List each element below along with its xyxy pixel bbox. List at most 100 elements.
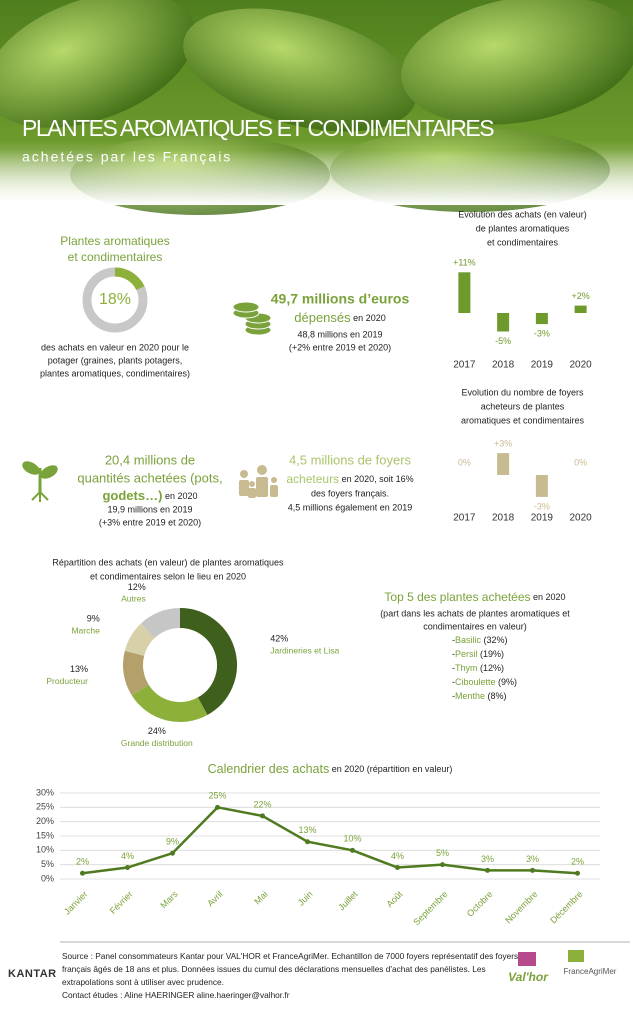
value-label: 9%	[166, 837, 179, 847]
chart-title: et condimentaires selon le lieu en 2020	[90, 571, 246, 581]
dash: -	[452, 649, 455, 659]
donut-slice	[179, 608, 237, 715]
amount-label: dépensés en 2020	[294, 310, 385, 325]
title-suffix: en 2020 (répartition en valeur)	[332, 764, 453, 774]
x-tick-label: Septembre	[411, 889, 449, 927]
plant-name: Menthe	[455, 691, 485, 701]
coins-icon	[232, 301, 272, 336]
chart-title: de plantes aromatiques	[476, 223, 570, 233]
donut-slice	[124, 623, 156, 657]
value-label: 2%	[571, 857, 584, 867]
q-line: 20,4 millions de	[105, 452, 195, 467]
point	[530, 867, 535, 873]
gauge-caption: des achats en valeur en 2020 pour le	[41, 342, 189, 352]
plant-share: (19%)	[480, 649, 504, 659]
point	[260, 813, 265, 819]
source: Source : Panel consommateurs Kantar pour…	[62, 951, 518, 961]
brand: KANTAR	[8, 968, 57, 980]
gauge-caption: plantes aromatiques, condimentaires)	[40, 368, 190, 378]
logo: Val'hor	[508, 970, 549, 984]
title: PLANTES AROMATIQUES ET CONDIMENTAIRES	[22, 115, 494, 141]
point	[575, 870, 580, 876]
plant-name: Persil	[455, 649, 478, 659]
dash: -	[452, 663, 455, 673]
chart-title: Calendrier des achats en 2020 (répartiti…	[208, 762, 453, 776]
slice-label: Grande distribution	[121, 738, 193, 748]
h-rest: en 2020, soit 16%	[342, 474, 414, 484]
value-label: +2%	[571, 291, 589, 301]
top5-item: -Menthe (8%)	[452, 691, 507, 701]
x-tick-label: 2017	[453, 360, 476, 371]
plant-name: Ciboulette	[455, 677, 496, 687]
y-tick-label: 0%	[41, 873, 54, 883]
chart-title: Evolution des achats (en valeur)	[458, 209, 587, 219]
y-tick-label: 30%	[36, 787, 54, 797]
value-label: 4%	[121, 851, 134, 861]
value-label: 3%	[526, 854, 539, 864]
top5-title-main: Top 5 des plantes achetées	[384, 590, 530, 604]
bar	[497, 313, 510, 332]
gauge-block: Plantes aromatiques et condimentaires de…	[40, 234, 190, 378]
plant-share: (32%)	[484, 635, 508, 645]
slice-value: 42%	[270, 633, 288, 643]
gauge-caption: potager (graines, plants potagers,	[48, 355, 183, 365]
h-line: 4,5 millions de foyers	[289, 452, 412, 467]
value-label: +11%	[453, 258, 476, 268]
x-tick-label: Mai	[252, 889, 269, 906]
x-tick-label: Juin	[296, 889, 315, 908]
plant-icon	[22, 461, 58, 502]
q-bold: godets…)	[102, 488, 162, 503]
bar	[535, 475, 548, 497]
value-label: +3%	[494, 438, 512, 448]
point	[215, 804, 220, 810]
plant-share: (12%)	[480, 663, 504, 673]
x-tick-label: Août	[384, 889, 405, 910]
gauge-arc	[82, 267, 148, 333]
chart-title: Répartition des achats (en valeur) de pl…	[52, 557, 284, 567]
point	[305, 839, 310, 845]
y-tick-label: 15%	[36, 830, 54, 840]
family-icon	[239, 465, 278, 498]
value-label: -5%	[495, 336, 511, 346]
value-label: 0%	[458, 457, 471, 467]
donut-slice	[131, 684, 208, 722]
chart-title: et condimentaires	[487, 237, 559, 247]
logo-mark	[518, 952, 536, 966]
previous: 19,9 millions en 2019	[107, 504, 192, 514]
x-tick-label: Octobre	[465, 889, 495, 919]
top5-list: -Basilic (32%)-Persil (19%)-Thym (12%)-C…	[452, 635, 517, 701]
point	[350, 847, 355, 853]
y-tick-label: 5%	[41, 859, 54, 869]
top5-subtitle: (part dans les achats de plantes aromati…	[380, 608, 570, 618]
plant-name: Basilic	[455, 635, 482, 645]
top5-title: Top 5 des plantes achetées en 2020	[384, 590, 565, 604]
previous: 48,8 millions en 2019	[297, 329, 382, 339]
logo-mark	[568, 950, 584, 962]
slice-label: Jardineries et Lisa	[270, 645, 339, 655]
bar	[574, 305, 587, 313]
value-label: -3%	[534, 328, 550, 338]
point	[395, 865, 400, 871]
line	[82, 805, 578, 875]
title-main: Calendrier des achats	[208, 762, 330, 776]
top5-item: -Persil (19%)	[452, 649, 504, 659]
top5-item: -Thym (12%)	[452, 663, 504, 673]
households-block: 4,5 millions de foyers acheteurs en 2020…	[239, 452, 414, 512]
h-line: 4,5 millions également en 2019	[288, 502, 413, 512]
y-tick-label: 10%	[36, 845, 54, 855]
plant-share: (9%)	[498, 677, 517, 687]
x-tick-label: 2017	[453, 513, 476, 524]
bar	[497, 453, 510, 475]
change: (+2% entre 2019 et 2020)	[289, 342, 391, 352]
chart-title: acheteurs de plantes	[481, 401, 565, 411]
x-tick-label: Mars	[158, 889, 180, 911]
value-label: 2%	[76, 857, 89, 867]
bar	[458, 272, 471, 313]
label: dépensés	[294, 310, 351, 325]
x-tick-label: 2020	[570, 360, 593, 371]
donut-slice	[123, 650, 150, 696]
h-label: acheteurs	[286, 472, 339, 486]
chart-title: aromatiques et condimentaires	[461, 415, 585, 425]
plant-name: Thym	[455, 663, 478, 673]
slice-value: 9%	[87, 614, 100, 624]
